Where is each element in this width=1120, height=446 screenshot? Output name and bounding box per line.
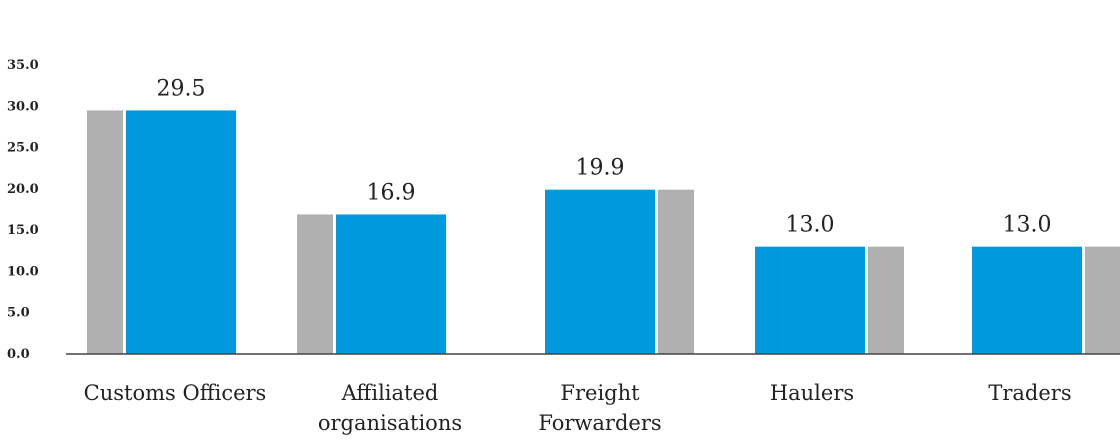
bar-blue: [336, 214, 446, 354]
data-labels-group: 29.5 16.9 19.9 13.0 13.0: [157, 76, 1052, 237]
y-tick-label: 10.0: [7, 264, 39, 279]
x-tick-label: Affiliated: [341, 381, 439, 405]
y-tick-label: 35.0: [7, 58, 39, 73]
y-tick-label: 30.0: [7, 99, 39, 114]
bar-blue: [545, 189, 655, 354]
x-axis-labels: Customs Officers Affiliated organisations F…: [84, 381, 1072, 435]
y-axis-ticks: 0.0 5.0 10.0 15.0 20.0 25.0 30.0 35.0: [7, 58, 39, 362]
y-tick-label: 25.0: [7, 141, 39, 156]
bar-gray: [658, 189, 694, 354]
bar-gray: [868, 246, 904, 354]
data-label: 13.0: [786, 213, 835, 238]
x-tick-label: organisations: [318, 411, 462, 435]
bar-gray: [297, 214, 333, 354]
data-label: 19.9: [576, 156, 625, 181]
y-tick-label: 15.0: [7, 223, 39, 238]
x-tick-label: Forwarders: [538, 411, 661, 435]
bar-gray: [1085, 246, 1120, 354]
x-tick-label: Freight: [560, 381, 640, 405]
bar-blue: [972, 246, 1082, 354]
y-tick-label: 5.0: [7, 306, 30, 321]
y-tick-label: 0.0: [7, 347, 30, 362]
x-tick-label: Haulers: [770, 381, 854, 405]
data-label: 16.9: [367, 180, 416, 205]
x-tick-label: Traders: [988, 381, 1071, 405]
bars-group: [87, 110, 1120, 354]
data-label: 13.0: [1003, 213, 1052, 238]
bar-gray: [87, 110, 123, 354]
bar-blue: [755, 246, 865, 354]
data-label: 29.5: [157, 76, 206, 101]
bar-blue: [126, 110, 236, 354]
x-tick-label: Customs Officers: [84, 381, 267, 405]
y-tick-label: 20.0: [7, 182, 39, 197]
